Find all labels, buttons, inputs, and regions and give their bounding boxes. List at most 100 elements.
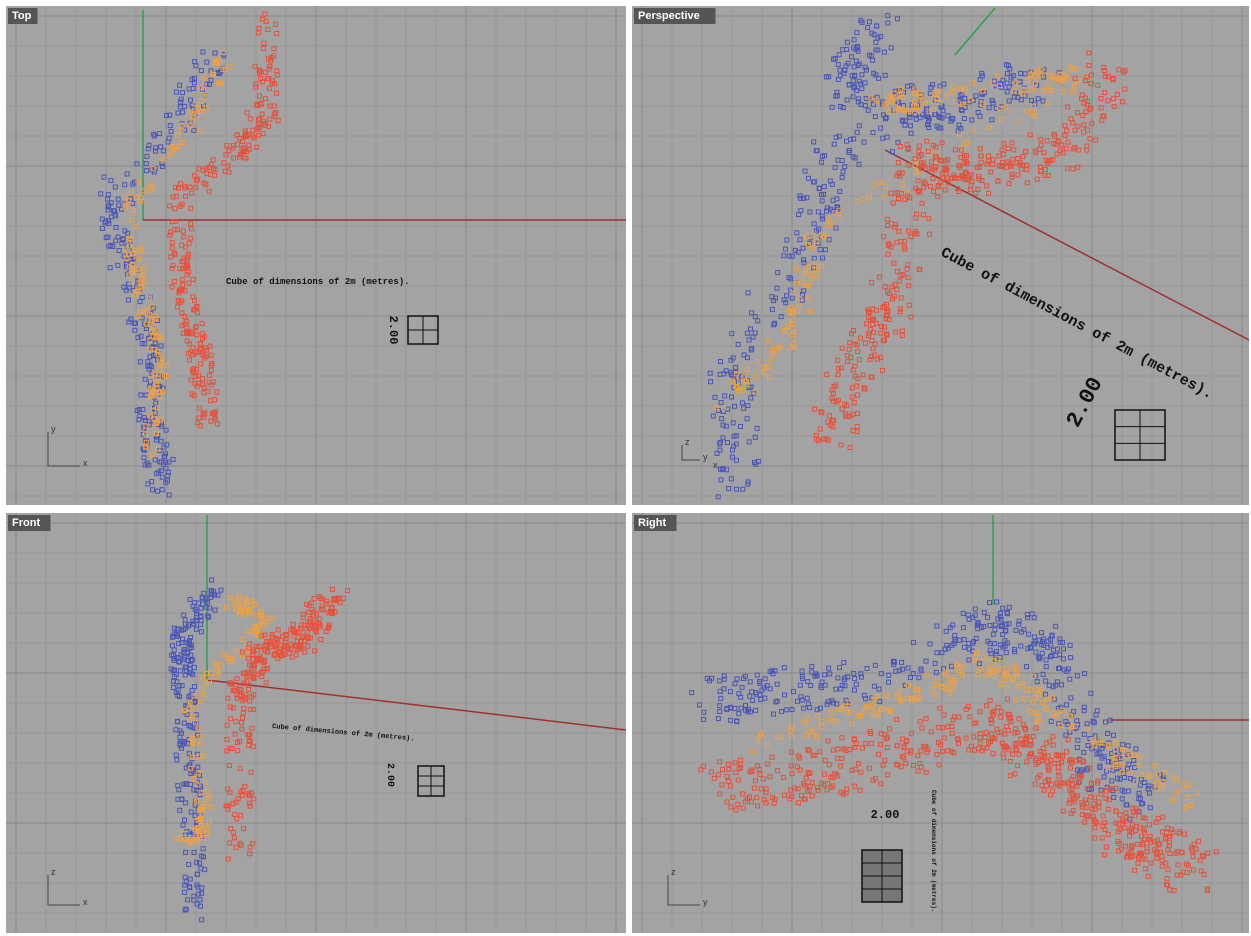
point <box>199 853 205 859</box>
point <box>836 207 842 213</box>
point <box>886 316 892 322</box>
point <box>1070 146 1076 152</box>
point <box>1148 839 1154 845</box>
point <box>200 803 206 809</box>
point <box>1036 718 1042 724</box>
point <box>822 757 828 763</box>
point <box>184 262 190 268</box>
viewport-tag-bg[interactable] <box>634 8 716 24</box>
point <box>147 337 153 343</box>
point <box>129 261 135 267</box>
point <box>194 383 200 389</box>
viewport-tag[interactable]: Right <box>638 517 666 529</box>
viewport-tag[interactable]: Perspective <box>638 10 700 22</box>
point <box>1130 853 1136 859</box>
viewport[interactable]: Cube of dimensions of 2m (metres).2.00zy… <box>632 0 1249 505</box>
point <box>1152 763 1158 769</box>
point <box>833 134 839 140</box>
viewport-tag-bg[interactable] <box>634 515 677 531</box>
point <box>1038 137 1044 143</box>
point <box>1049 74 1055 80</box>
point <box>719 782 725 788</box>
point <box>251 662 257 668</box>
point <box>152 148 158 154</box>
point <box>139 340 145 346</box>
point <box>967 714 973 720</box>
point <box>1015 763 1021 769</box>
point <box>245 655 251 661</box>
point <box>942 166 948 172</box>
point <box>214 389 220 395</box>
point <box>1040 98 1046 104</box>
point <box>135 313 141 319</box>
viewport-tag[interactable]: Front <box>12 517 40 529</box>
point <box>239 792 245 798</box>
point <box>1031 68 1037 74</box>
point <box>1046 777 1052 783</box>
point <box>852 373 858 379</box>
point <box>192 325 198 331</box>
point <box>274 90 280 96</box>
point <box>757 771 763 777</box>
point <box>175 132 181 138</box>
viewport[interactable]: Cube of dimensions of 2m (metres).2.00zy… <box>632 513 1249 933</box>
viewport-tag[interactable]: Top <box>12 10 32 22</box>
point <box>131 208 137 214</box>
point <box>917 90 923 96</box>
point <box>838 365 844 371</box>
point <box>1000 77 1006 83</box>
point <box>1010 156 1016 162</box>
point <box>990 80 996 86</box>
point <box>195 764 201 770</box>
point <box>1105 759 1111 765</box>
point <box>1043 664 1049 670</box>
point <box>1145 873 1151 879</box>
point <box>224 736 230 742</box>
point <box>126 285 132 291</box>
point <box>298 626 304 632</box>
viewport-tag-bg[interactable] <box>8 515 51 531</box>
point <box>771 800 777 806</box>
viewport[interactable]: Cube of dimensions of 2m (metres).2.00zx… <box>6 513 626 933</box>
point <box>1049 782 1055 788</box>
point <box>189 77 195 83</box>
point <box>945 180 951 186</box>
point <box>987 647 993 653</box>
point <box>1175 862 1181 868</box>
point <box>996 666 1002 672</box>
point <box>268 58 274 64</box>
point <box>1141 836 1147 842</box>
point <box>735 802 741 808</box>
point <box>1070 65 1076 71</box>
point <box>984 745 990 751</box>
point <box>1176 830 1182 836</box>
point <box>1055 138 1061 144</box>
point <box>808 272 814 278</box>
point <box>815 787 821 793</box>
point <box>183 849 189 855</box>
point <box>733 807 739 813</box>
point <box>854 87 860 93</box>
point <box>239 652 245 658</box>
point <box>1099 117 1105 123</box>
point <box>247 641 253 647</box>
point <box>824 205 830 211</box>
point <box>949 663 955 669</box>
point <box>821 233 827 239</box>
point <box>850 411 856 417</box>
point <box>246 673 252 679</box>
point <box>149 304 155 310</box>
point <box>119 240 125 246</box>
point <box>1014 665 1020 671</box>
viewport-tag-bg[interactable] <box>8 8 38 24</box>
viewport[interactable]: Cube of dimensions of 2m (metres).2.00yx… <box>6 6 626 505</box>
point <box>1119 762 1125 768</box>
point <box>763 800 769 806</box>
point <box>192 350 198 356</box>
point <box>198 629 204 635</box>
point <box>224 142 230 148</box>
point <box>714 450 720 456</box>
point <box>739 400 745 406</box>
point <box>956 714 962 720</box>
point <box>798 208 804 214</box>
